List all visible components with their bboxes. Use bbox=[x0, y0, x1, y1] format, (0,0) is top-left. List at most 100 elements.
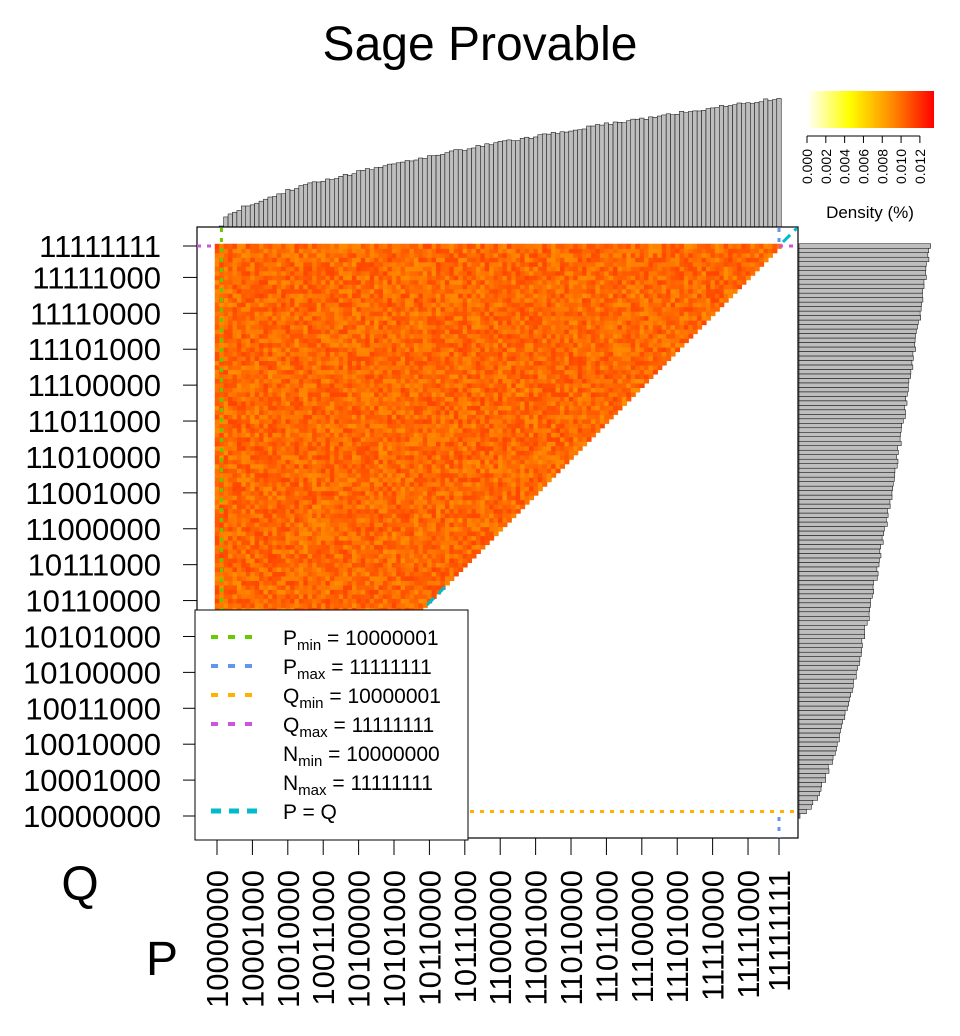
heatmap-cell bbox=[498, 508, 504, 514]
heatmap-cell bbox=[245, 553, 251, 559]
heatmap-cell bbox=[436, 427, 442, 433]
heatmap-cell bbox=[374, 598, 380, 604]
heatmap-cell bbox=[325, 486, 331, 492]
heatmap-cell bbox=[533, 441, 539, 447]
heatmap-cell bbox=[316, 432, 322, 438]
heatmap-cell bbox=[356, 405, 362, 411]
heatmap-cell bbox=[276, 387, 282, 393]
heatmap-cell bbox=[267, 441, 273, 447]
heatmap-cell bbox=[290, 602, 296, 608]
heatmap-cell bbox=[422, 580, 428, 586]
heatmap-cell bbox=[294, 589, 300, 595]
heatmap-cell bbox=[498, 387, 504, 393]
heatmap-cell bbox=[467, 557, 473, 564]
heatmap-cell bbox=[298, 427, 304, 433]
heatmap-cell bbox=[436, 508, 442, 514]
heatmap-cell bbox=[542, 382, 548, 388]
heatmap-cell bbox=[378, 535, 384, 541]
histogram-bar bbox=[705, 108, 711, 228]
heatmap-cell bbox=[453, 557, 459, 564]
heatmap-cell bbox=[604, 387, 610, 393]
heatmap-cell bbox=[489, 432, 495, 438]
heatmap-cell bbox=[502, 441, 508, 447]
heatmap-cell bbox=[303, 472, 309, 478]
heatmap-cell bbox=[405, 472, 411, 478]
heatmap-cell bbox=[281, 535, 287, 541]
heatmap-cell bbox=[467, 490, 473, 496]
heatmap-cell bbox=[542, 432, 548, 438]
heatmap-cell bbox=[427, 584, 433, 590]
heatmap-cell bbox=[528, 423, 535, 429]
heatmap-cell bbox=[254, 450, 260, 456]
heatmap-cell bbox=[493, 414, 499, 420]
histogram-bar bbox=[634, 118, 640, 228]
heatmap-cell bbox=[409, 396, 415, 402]
heatmap-cell bbox=[276, 400, 282, 406]
heatmap-cell bbox=[400, 391, 406, 397]
heatmap-cell bbox=[418, 459, 424, 465]
heatmap-cell bbox=[369, 472, 375, 478]
heatmap-cell bbox=[586, 387, 592, 393]
heatmap-cell bbox=[582, 396, 588, 402]
heatmap-cell bbox=[502, 513, 508, 519]
heatmap-cell bbox=[241, 405, 247, 411]
heatmap-cell bbox=[608, 391, 614, 397]
heatmap-cell bbox=[418, 418, 424, 424]
heatmap-cell bbox=[285, 432, 291, 438]
heatmap-cell bbox=[413, 445, 419, 451]
heatmap-cell bbox=[338, 575, 344, 581]
heatmap-cell bbox=[396, 571, 402, 577]
heatmap-cell bbox=[232, 580, 238, 586]
heatmap-cell bbox=[214, 598, 220, 604]
heatmap-cell bbox=[551, 400, 557, 406]
heatmap-cell bbox=[316, 513, 322, 519]
heatmap-cell bbox=[374, 580, 380, 586]
heatmap-cell bbox=[480, 445, 486, 451]
heatmap-cell bbox=[546, 441, 552, 447]
heatmap-cell bbox=[245, 584, 251, 590]
heatmap-cell bbox=[360, 405, 366, 411]
heatmap-cell bbox=[418, 504, 424, 510]
heatmap-cell bbox=[387, 414, 393, 420]
heatmap-cell bbox=[551, 427, 557, 433]
histogram-bar bbox=[798, 593, 873, 599]
heatmap-cell bbox=[285, 508, 291, 514]
heatmap-cell bbox=[259, 553, 265, 559]
heatmap-cell bbox=[263, 575, 269, 581]
histogram-bar bbox=[568, 130, 574, 228]
heatmap-cell bbox=[462, 481, 468, 487]
heatmap-cell bbox=[356, 459, 362, 465]
heatmap-cell bbox=[422, 531, 428, 537]
heatmap-cell bbox=[312, 423, 318, 429]
heatmap-cell bbox=[458, 499, 464, 505]
heatmap-cell bbox=[236, 477, 242, 483]
heatmap-cell bbox=[405, 445, 411, 451]
heatmap-cell bbox=[347, 602, 353, 608]
histogram-bar bbox=[798, 503, 891, 509]
heatmap-cell bbox=[334, 477, 340, 483]
heatmap-cell bbox=[453, 454, 459, 460]
heatmap-cell bbox=[369, 513, 375, 519]
heatmap-cell bbox=[502, 436, 508, 442]
histogram-bar bbox=[546, 133, 552, 228]
heatmap-cell bbox=[316, 450, 322, 456]
heatmap-cell bbox=[356, 436, 362, 442]
heatmap-cell bbox=[356, 454, 362, 460]
heatmap-cell bbox=[453, 472, 459, 478]
heatmap-cell bbox=[285, 490, 291, 496]
histogram-bar bbox=[316, 181, 322, 228]
heatmap-cell bbox=[347, 598, 353, 604]
heatmap-cell bbox=[285, 459, 291, 465]
heatmap-cell bbox=[413, 602, 419, 608]
heatmap-cell bbox=[263, 557, 269, 564]
heatmap-cell bbox=[285, 544, 291, 550]
heatmap-cell bbox=[303, 477, 309, 483]
heatmap-cell bbox=[431, 571, 437, 577]
heatmap-cell bbox=[241, 468, 247, 474]
heatmap-cell bbox=[307, 499, 313, 505]
heatmap-cell bbox=[458, 553, 464, 559]
heatmap-cell bbox=[387, 445, 393, 451]
heatmap-cell bbox=[551, 459, 557, 465]
heatmap-cell bbox=[228, 598, 234, 604]
heatmap-cell bbox=[498, 414, 504, 420]
